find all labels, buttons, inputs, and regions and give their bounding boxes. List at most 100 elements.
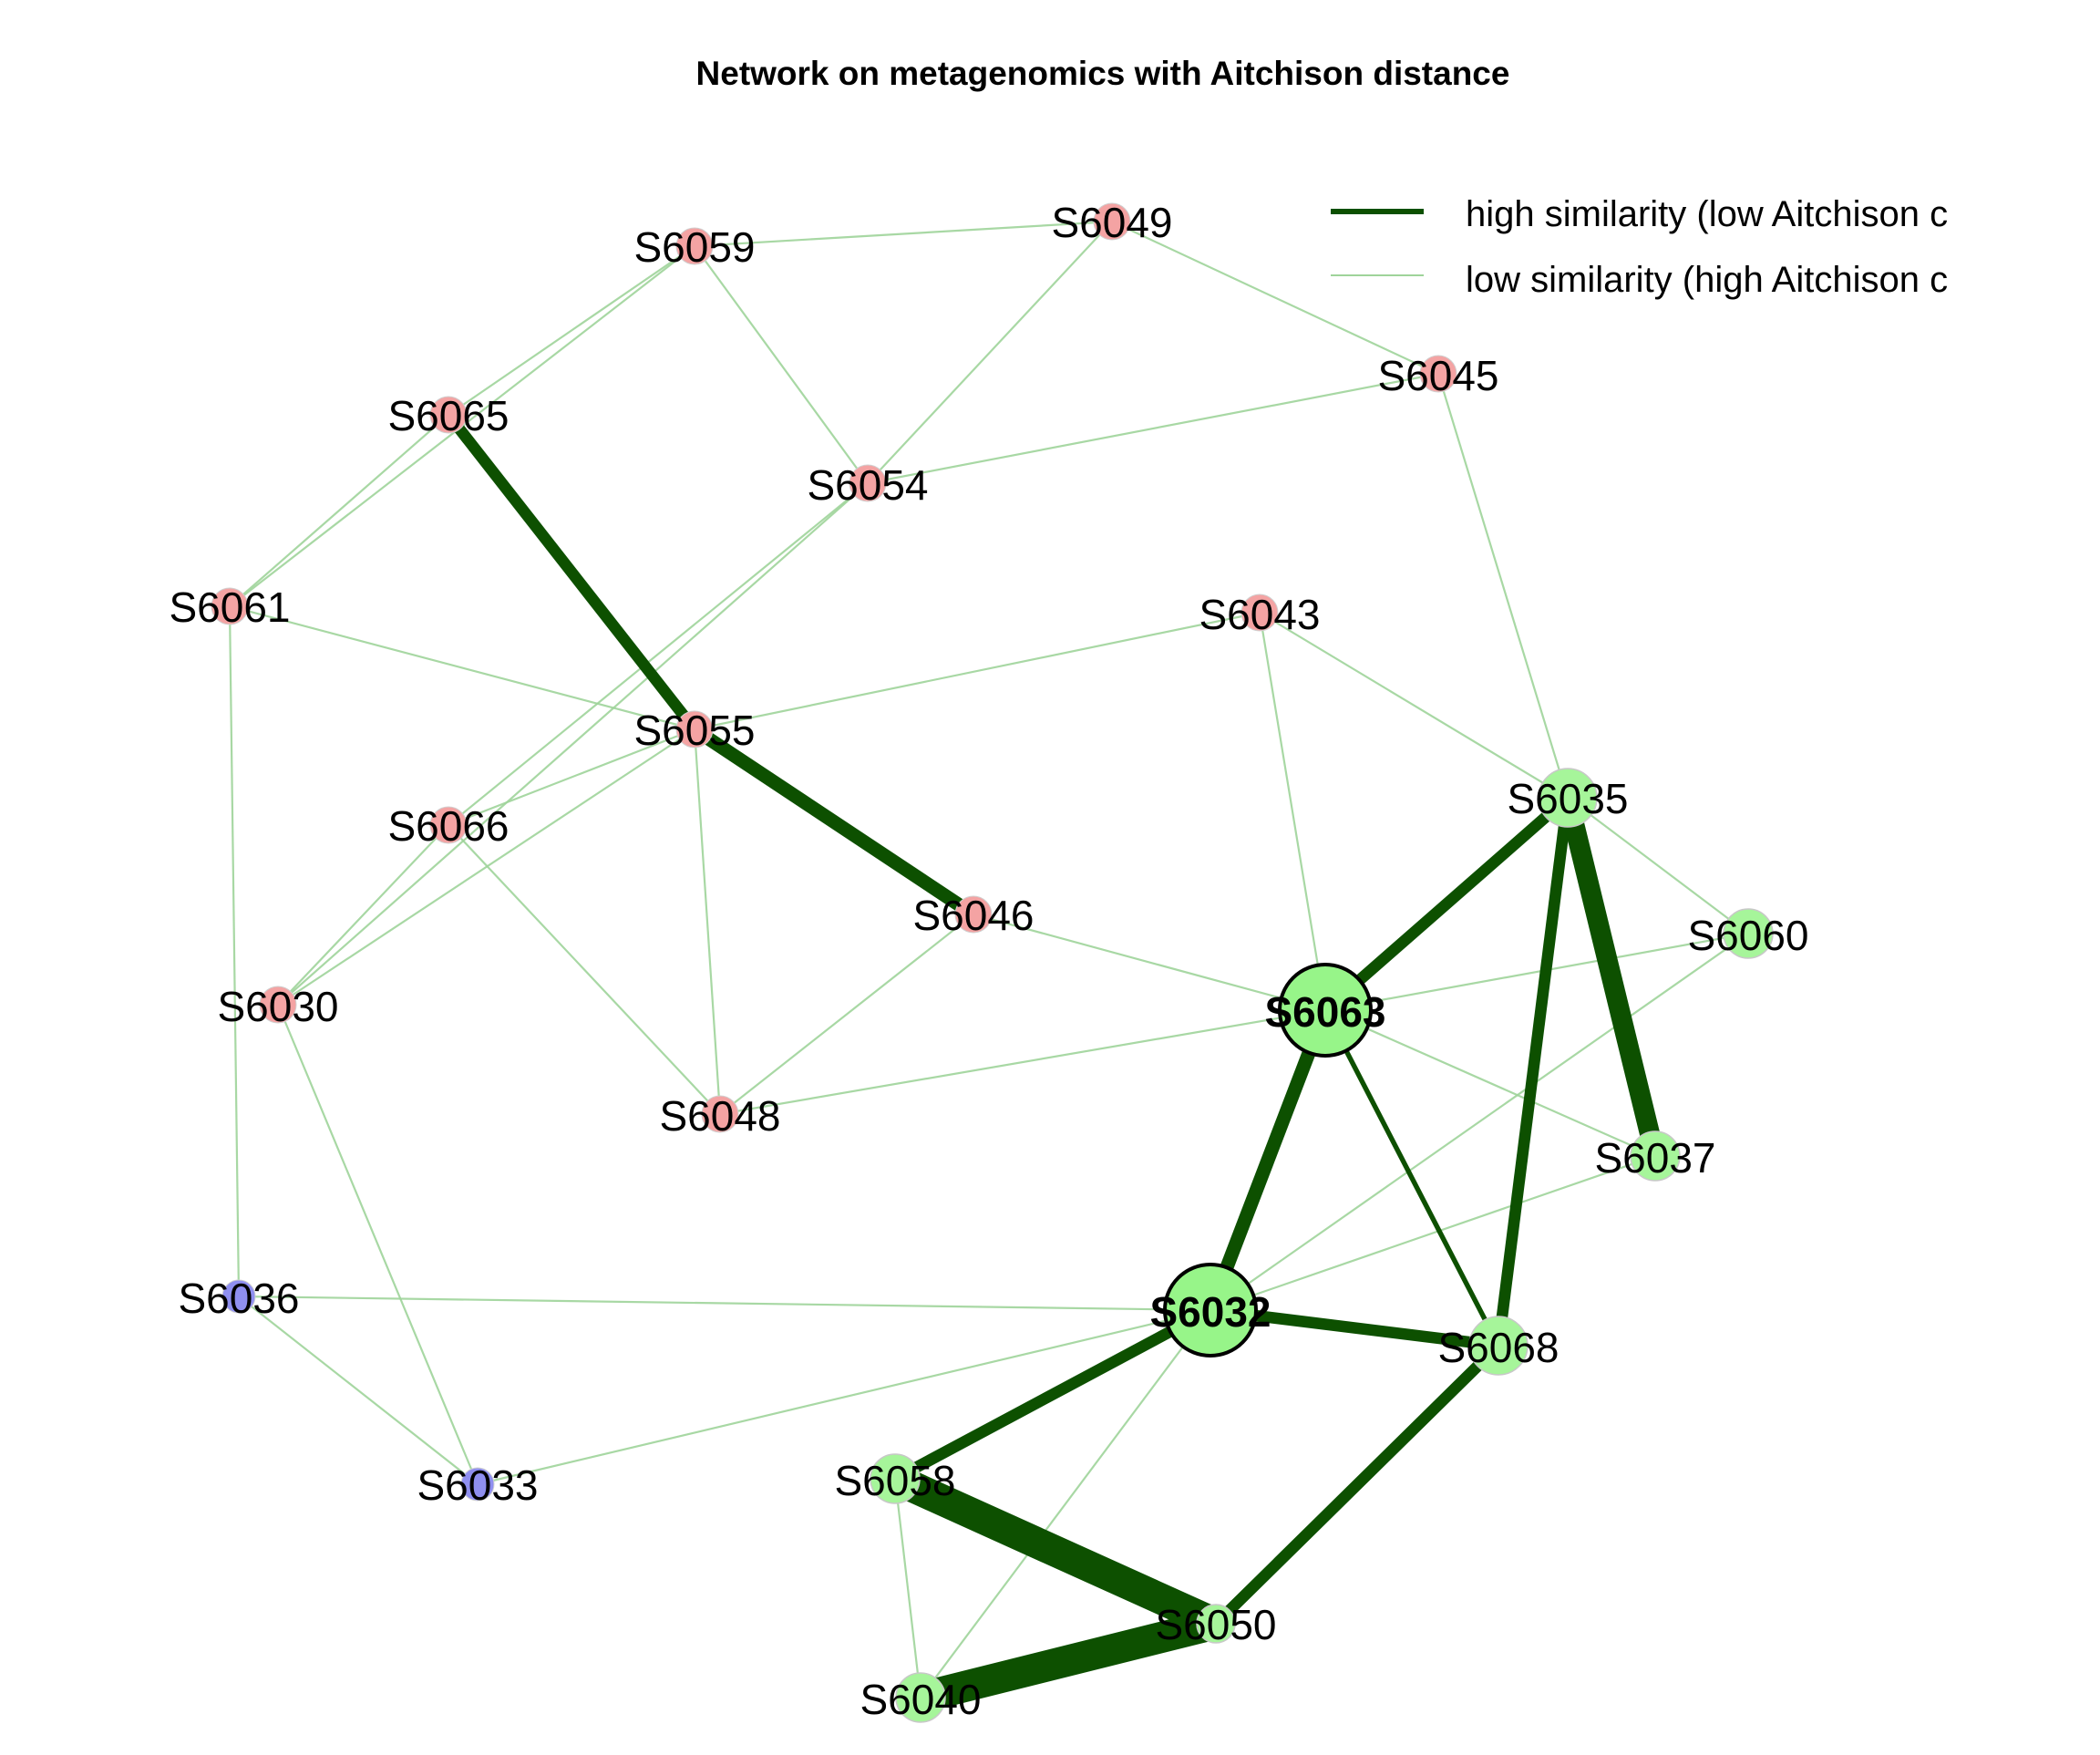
edge-S6046-S6063 [973,913,1326,1012]
legend-label-high: high similarity (low Aitchison c [1466,194,1948,234]
edge-S6049-S6054 [867,221,1113,484]
edge-S6061-S6036 [228,605,241,1297]
strong-edges-layer [444,411,1665,1713]
node-S6061 [211,587,249,625]
edge-S6032-S6068 [1210,1304,1499,1352]
weak-edges-layer [228,220,1749,1698]
edge-S6058-S6050 [888,1464,1223,1638]
edge-S6046-S6048 [719,914,974,1115]
edge-S6035-S6060 [1567,797,1749,934]
chart-title: Network on metagenomics with Aitchison d… [696,55,1510,92]
node-S6048 [701,1095,739,1133]
node-S6063 [1278,963,1373,1058]
node-S6066 [429,806,468,844]
node-S6060 [1723,908,1774,959]
edge-S6035-S6063 [1321,793,1572,1015]
node-S6054 [849,464,887,502]
edge-S6055-S6048 [693,728,722,1115]
edge-S6059-S6049 [694,220,1113,248]
edge-S6055-S6046 [690,723,978,921]
edge-S6061-S6055 [229,604,695,731]
labels-layer: S6059 S6049 S6045 S6065 S6054 S6061 S6043 S6055… [169,199,1808,1723]
node-S6036 [221,1279,256,1314]
node-S6045 [1419,355,1457,393]
edge-S6065-S6055 [444,411,699,733]
node-label-S6054: S6054 [807,461,928,509]
node-label-S6058: S6058 [834,1457,955,1504]
edge-S6037-S6032 [1210,1154,1656,1312]
node-label-S6049: S6049 [1051,199,1172,246]
edge-S6063-S6068 [1323,1008,1501,1347]
edge-S6045-S6054 [867,372,1439,485]
node-label-S6065: S6065 [387,392,509,439]
node-S6043 [1240,594,1279,632]
edge-S6063-S6032 [1203,1007,1333,1313]
edge-S6060-S6063 [1324,932,1749,1012]
node-label-S6061: S6061 [169,583,290,631]
edge-S6043-S6063 [1258,612,1327,1011]
node-label-S6036: S6036 [178,1275,299,1322]
edge-S6059-S6065 [448,245,695,416]
edge-S6043-S6035 [1259,612,1569,799]
edge-S6035-S6037 [1558,795,1665,1159]
edge-S6036-S6033 [238,1296,479,1485]
node-S6055 [675,710,714,748]
edge-S6030-S6033 [276,1004,479,1485]
node-label-S6055: S6055 [633,707,755,754]
node-label-S6046: S6046 [912,892,1034,939]
node-S6065 [429,396,468,434]
edge-S6055-S6066 [448,728,695,827]
node-label-S6037: S6037 [1594,1134,1715,1182]
edge-S6066-S6048 [448,824,721,1115]
node-S6059 [675,227,714,265]
edge-S6032-S6040 [920,1309,1211,1698]
edge-S6032-S6058 [892,1305,1213,1484]
edge-S6050-S6040 [916,1608,1220,1713]
node-S6032 [1163,1263,1258,1358]
edge-S6054-S6030 [277,482,869,1006]
node-label-S6040: S6040 [860,1676,981,1723]
edge-S6063-S6037 [1324,1008,1656,1158]
edge-S6048-S6063 [719,1008,1326,1116]
edge-S6065-S6061 [229,414,449,607]
edge-S6058-S6040 [893,1478,922,1698]
node-label-S6068: S6068 [1437,1324,1559,1371]
node-S6058 [870,1453,921,1504]
node-S6033 [460,1467,495,1502]
edge-S6059-S6054 [694,245,869,484]
edge-S6045-S6035 [1436,373,1570,799]
legend-label-low: low similarity (high Aitchison c [1466,260,1948,300]
node-label-S6035: S6035 [1507,775,1628,822]
node-S6035 [1538,768,1598,828]
node-label-S6032: S6032 [1149,1288,1271,1336]
node-S6030 [259,986,297,1024]
node-label-S6059: S6059 [633,223,755,271]
edge-S6043-S6055 [694,611,1261,731]
edge-S6054-S6066 [448,482,869,826]
edge-S6049-S6045 [1111,221,1439,375]
nodes-layer [211,202,1774,1723]
node-label-S6060: S6060 [1687,912,1808,959]
edge-S6055-S6030 [277,728,695,1006]
edge-S6068-S6050 [1211,1341,1503,1628]
node-S6037 [1630,1130,1681,1182]
node-label-S6066: S6066 [387,802,509,850]
node-label-S6063: S6063 [1264,988,1385,1036]
node-label-S6045: S6045 [1377,352,1498,399]
edge-S6033-S6032 [477,1308,1211,1486]
legend: high similarity (low Aitchison c low sim… [1331,194,1948,300]
node-label-S6050: S6050 [1155,1601,1276,1648]
node-label-S6048: S6048 [659,1092,780,1140]
edge-S6066-S6030 [277,824,449,1006]
edge-S6060-S6032 [1210,933,1749,1311]
node-S6049 [1093,202,1131,241]
node-label-S6033: S6033 [417,1461,538,1509]
node-S6046 [954,895,993,934]
node-S6040 [895,1672,946,1723]
node-S6050 [1196,1604,1236,1644]
edge-S6035-S6068 [1492,797,1574,1347]
node-label-S6030: S6030 [217,983,338,1030]
node-S6068 [1468,1316,1529,1376]
